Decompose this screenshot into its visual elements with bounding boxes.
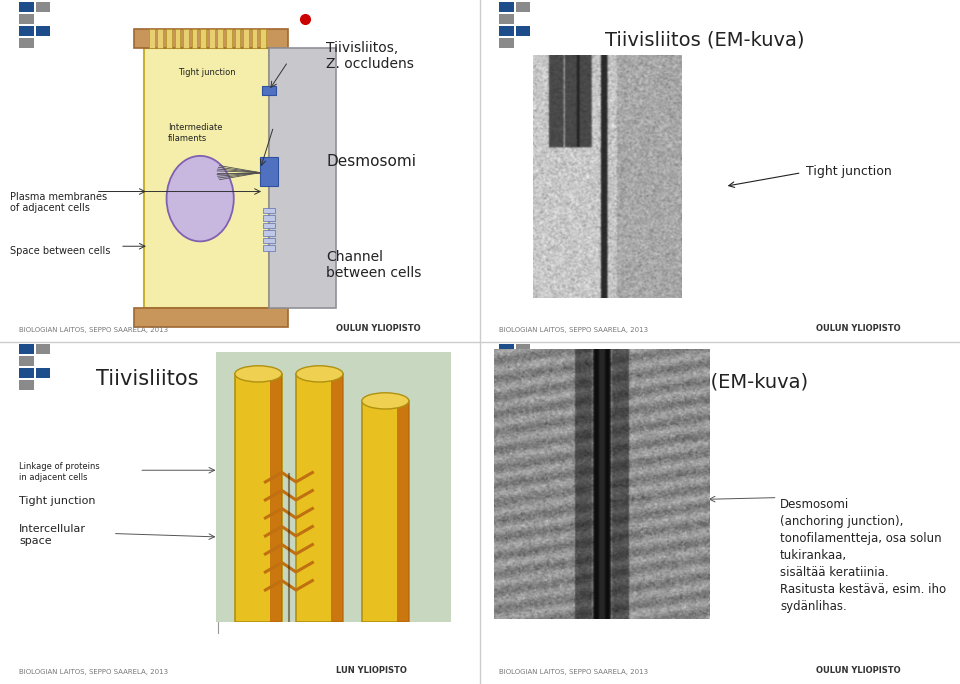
Bar (36, 2, 50, 12)
Bar (234, 29, 240, 48)
Bar (175, 29, 180, 48)
Text: Desmosomi
(anchoring junction),
tonofilamentteja, osa solun
tukirankaa,
sisältää: Desmosomi (anchoring junction), tonofila… (780, 498, 947, 613)
Bar (209, 29, 215, 48)
Bar (263, 238, 276, 243)
Bar (134, 29, 288, 48)
Bar (192, 29, 198, 48)
Bar (252, 29, 257, 48)
Text: Channel
between cells: Channel between cells (326, 250, 421, 280)
Bar (362, 401, 409, 622)
Bar (499, 2, 514, 12)
Bar (270, 374, 282, 622)
Bar (134, 308, 288, 327)
Bar (296, 374, 343, 622)
Ellipse shape (296, 366, 343, 382)
Text: Microvilli: Microvilli (228, 402, 277, 412)
Bar (19, 368, 34, 378)
Bar (499, 356, 514, 366)
Bar (263, 223, 276, 228)
Text: Tiivisliitos: Tiivisliitos (96, 369, 199, 389)
Bar (19, 380, 34, 390)
Text: BIOLOGIAN LAITOS, SEPPO SAARELA, 2013: BIOLOGIAN LAITOS, SEPPO SAARELA, 2013 (19, 328, 168, 334)
Bar (499, 344, 514, 354)
Bar (263, 246, 276, 250)
Text: Tight junction: Tight junction (19, 496, 96, 506)
Ellipse shape (167, 156, 234, 241)
Bar (263, 215, 276, 220)
Bar (217, 29, 223, 48)
Text: Plasma membranes
of adjacent cells: Plasma membranes of adjacent cells (10, 192, 107, 213)
Text: Desmosomi: Desmosomi (326, 154, 417, 169)
Bar (166, 29, 172, 48)
Bar (263, 208, 276, 213)
Bar (36, 344, 50, 354)
Bar (19, 38, 34, 48)
Text: Desmosomi (EM-kuva): Desmosomi (EM-kuva) (590, 373, 808, 392)
Bar (19, 344, 34, 354)
Bar (397, 401, 409, 622)
Bar (144, 48, 269, 308)
Bar (19, 14, 34, 24)
Text: Linkage of proteins
in adjacent cells: Linkage of proteins in adjacent cells (19, 462, 100, 482)
Bar (331, 374, 343, 622)
Bar (201, 29, 206, 48)
Bar (36, 368, 50, 378)
Bar (36, 25, 50, 36)
Bar (235, 374, 282, 622)
Bar (226, 29, 231, 48)
Bar (516, 2, 530, 12)
Bar (149, 29, 155, 48)
Text: Tight junction: Tight junction (178, 68, 235, 77)
Bar (260, 157, 278, 186)
Bar (263, 231, 276, 235)
Text: BIOLOGIAN LAITOS, SEPPO SAARELA, 2013: BIOLOGIAN LAITOS, SEPPO SAARELA, 2013 (499, 670, 648, 676)
Text: OULUN YLIOPISTO: OULUN YLIOPISTO (336, 324, 420, 334)
Bar (243, 29, 249, 48)
Bar (269, 48, 336, 308)
Text: Tiivisliitos,
Z. occludens: Tiivisliitos, Z. occludens (326, 41, 415, 71)
Ellipse shape (362, 393, 409, 409)
Bar (499, 38, 514, 48)
Text: BIOLOGIAN LAITOS, SEPPO SAARELA, 2013: BIOLOGIAN LAITOS, SEPPO SAARELA, 2013 (499, 328, 648, 334)
Text: LUN YLIOPISTO: LUN YLIOPISTO (336, 666, 407, 676)
Bar (19, 25, 34, 36)
Bar (516, 344, 530, 354)
Text: Tight junction: Tight junction (806, 164, 892, 178)
Bar (261, 86, 276, 94)
Bar (19, 2, 34, 12)
Text: Space between cells: Space between cells (10, 246, 110, 256)
Text: Tiivisliitos (EM-kuva): Tiivisliitos (EM-kuva) (605, 31, 804, 50)
Bar (157, 29, 163, 48)
Bar (19, 356, 34, 366)
Text: BIOLOGIAN LAITOS, SEPPO SAARELA, 2013: BIOLOGIAN LAITOS, SEPPO SAARELA, 2013 (19, 670, 168, 676)
Bar (499, 25, 514, 36)
Text: OULUN YLIOPISTO: OULUN YLIOPISTO (816, 666, 900, 676)
Bar (516, 368, 530, 378)
Bar (516, 25, 530, 36)
Bar (499, 14, 514, 24)
Text: Intercellular
space: Intercellular space (19, 525, 86, 546)
Bar (183, 29, 189, 48)
Bar (499, 380, 514, 390)
Text: Intermediate
filaments: Intermediate filaments (168, 123, 223, 142)
Bar (260, 29, 266, 48)
Text: OULUN YLIOPISTO: OULUN YLIOPISTO (816, 324, 900, 334)
Bar (499, 368, 514, 378)
Text: Rows of occludin
and claudin
proteins: Rows of occludin and claudin proteins (286, 497, 384, 540)
Ellipse shape (235, 366, 282, 382)
